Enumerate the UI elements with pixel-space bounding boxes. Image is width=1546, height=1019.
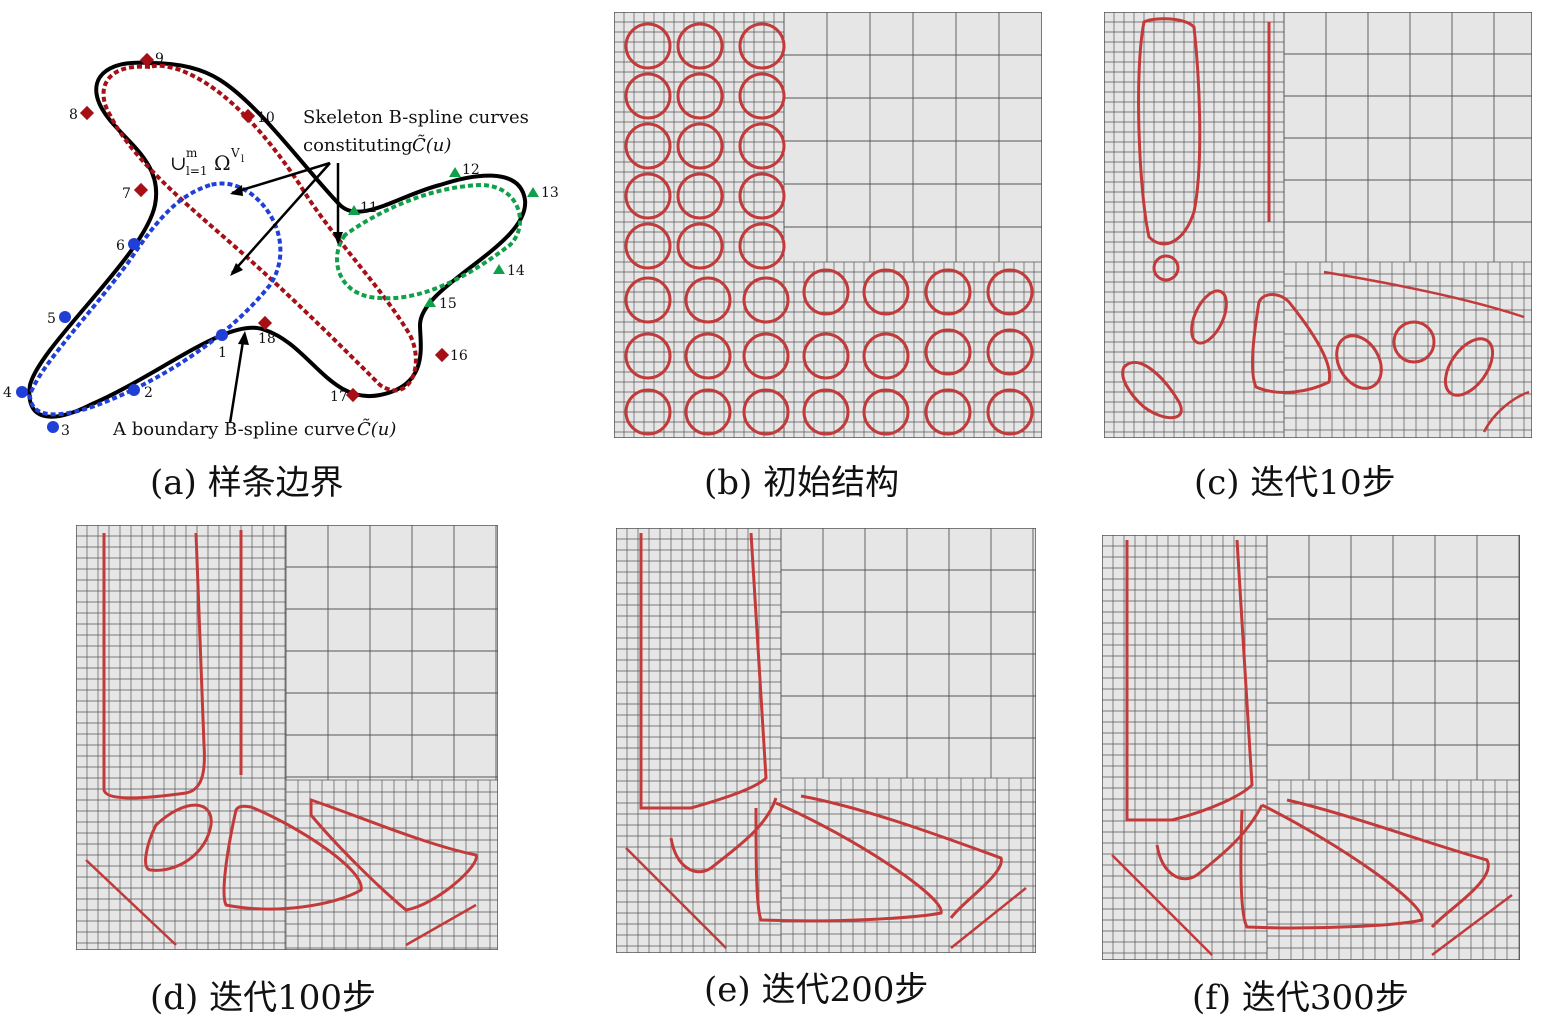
omega-sub: l (241, 154, 244, 165)
union-symbol: ∪ (170, 151, 187, 175)
point-label-7: 7 (122, 186, 131, 202)
skeleton-label-symbol: C̃(u) (412, 134, 451, 156)
arrow-heads (230, 185, 343, 345)
mesh-coarse-upper (285, 525, 498, 780)
panel-e-iteration-200 (616, 528, 1036, 953)
annotations: Skeleton B-spline curves constituting C̃… (112, 107, 529, 440)
point-label-10: 10 (257, 110, 275, 126)
panel-a-spline-boundary: 1 2 3 4 5 6 7 8 9 10 11 12 13 14 15 16 1… (0, 45, 560, 445)
mesh-coarse-upper (1266, 535, 1520, 780)
evolved-holes (625, 532, 1027, 949)
union-sub: l=1 (186, 164, 208, 178)
domain-box (1104, 12, 1532, 438)
point-label-6: 6 (116, 238, 125, 254)
domain-box (616, 528, 1036, 953)
mesh-fine-bottom (780, 777, 1036, 953)
panel-c-iteration-10 (1104, 12, 1532, 438)
point-label-12: 12 (462, 162, 480, 178)
point-label-16: 16 (450, 348, 468, 364)
blue-skeleton-curve (27, 181, 283, 417)
point-label-2: 2 (144, 385, 153, 401)
point-label-15: 15 (439, 296, 457, 312)
red-control-points (79, 52, 450, 403)
caption-a: (a) 样条边界 (150, 463, 344, 503)
point-label-14: 14 (507, 263, 525, 279)
point-label-1: 1 (218, 345, 227, 361)
point-label-13: 13 (541, 185, 559, 201)
skeleton-label-line1: Skeleton B-spline curves (303, 107, 529, 128)
union-sup: m (186, 146, 198, 160)
point-label-17: 17 (330, 389, 348, 405)
initial-holes (624, 22, 1034, 436)
point-label-3: 3 (61, 423, 70, 439)
spline-boundary-diagram: 1 2 3 4 5 6 7 8 9 10 11 12 13 14 15 16 1… (3, 51, 559, 440)
caption-e: (e) 迭代200步 (704, 970, 929, 1010)
mesh-fine-bottom (1283, 261, 1532, 438)
point-labels: 1 2 3 4 5 6 7 8 9 10 11 12 13 14 15 16 1… (3, 51, 559, 439)
caption-f: (f) 迭代300步 (1192, 978, 1409, 1018)
panel-f-iteration-300 (1102, 535, 1520, 960)
evolved-holes (1121, 17, 1530, 433)
red-skeleton-curve (101, 63, 418, 393)
point-label-11: 11 (360, 200, 378, 216)
boundary-label: A boundary B-spline curve (112, 419, 355, 440)
point-label-4: 4 (3, 385, 12, 401)
caption-b: (b) 初始结构 (704, 463, 900, 503)
boundary-label-symbol: C̃(u) (357, 418, 396, 440)
mesh-coarse-upper (1283, 12, 1532, 262)
annotation-arrows (228, 161, 340, 424)
omega-symbol: Ω (214, 151, 231, 175)
blue-control-points (16, 238, 228, 433)
panel-b-initial-structure (614, 12, 1042, 438)
green-control-points (348, 167, 539, 307)
mesh-fine-left (1102, 535, 1268, 960)
panel-d-iteration-100 (76, 525, 498, 950)
mesh-fine-bottom (1266, 779, 1520, 960)
domain-box (76, 525, 498, 950)
evolved-holes (85, 530, 478, 947)
evolved-holes (1111, 539, 1513, 956)
domain-box (1102, 535, 1520, 960)
green-skeleton-curve (335, 182, 522, 301)
point-label-8: 8 (69, 107, 78, 123)
point-label-9: 9 (155, 51, 164, 67)
mesh-coarse-upper (780, 528, 1036, 778)
mesh-fine-left (616, 528, 782, 953)
domain-box (614, 12, 1042, 438)
point-label-5: 5 (47, 311, 56, 327)
caption-d: (d) 迭代100步 (150, 978, 376, 1018)
caption-c: (c) 迭代10步 (1194, 463, 1396, 503)
mesh-fine-left (76, 525, 286, 950)
point-label-18: 18 (258, 331, 276, 347)
skeleton-label-line2: constituting (303, 135, 413, 156)
omega-sup: V (230, 146, 240, 160)
